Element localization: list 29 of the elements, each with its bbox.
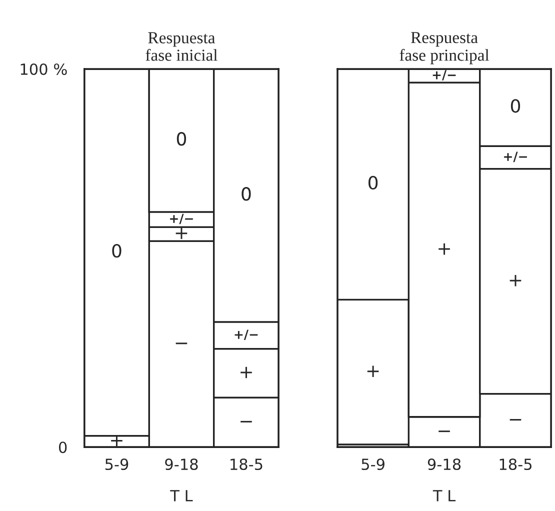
series-label: +/− xyxy=(432,70,456,80)
series-label: + xyxy=(367,366,379,378)
text: 0 xyxy=(242,187,251,201)
text: + xyxy=(438,243,450,255)
chart-title: Respuesta fase inicial xyxy=(146,32,218,61)
text: +/− xyxy=(234,330,258,340)
chart-title: Respuesta fase principal xyxy=(400,32,490,64)
text: − xyxy=(176,342,188,344)
series-label: +/− xyxy=(170,214,193,224)
x-axis-title: T L xyxy=(432,490,456,502)
text: − xyxy=(510,419,522,421)
text: 0 xyxy=(368,176,378,190)
series-label: 0 xyxy=(510,99,520,113)
y-tick-label: 100 % xyxy=(20,63,67,76)
x-tick-label: 9-18 xyxy=(165,458,198,470)
x-tick-label: 18-5 xyxy=(500,458,532,470)
series-label: 0 xyxy=(176,132,186,146)
series-label: + xyxy=(176,228,188,240)
x-axis-title: T L xyxy=(170,490,193,502)
text: +/− xyxy=(504,152,527,162)
text: + xyxy=(510,274,522,286)
text: 0 xyxy=(112,244,122,258)
series-label: − xyxy=(240,420,252,422)
text: + xyxy=(240,366,252,378)
x-tick-label: 18-5 xyxy=(230,458,262,470)
series-label: − xyxy=(438,430,450,432)
x-tick-label: 5-9 xyxy=(362,458,384,470)
x-tick-label: 5-9 xyxy=(105,458,128,470)
x-tick-label: 9-18 xyxy=(428,458,461,470)
